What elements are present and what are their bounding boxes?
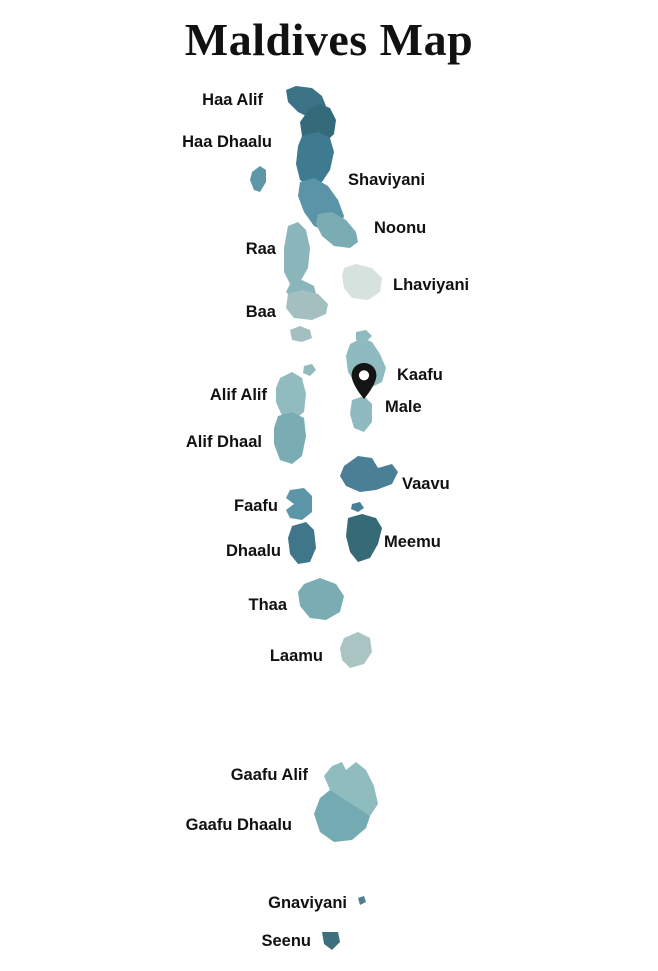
- atoll-label: Thaa: [248, 596, 287, 614]
- atoll-label: Seenu: [261, 932, 311, 950]
- atoll-shape[interactable]: [286, 488, 312, 520]
- map-pin-icon[interactable]: [350, 362, 378, 405]
- atoll-label: Baa: [245, 303, 276, 321]
- atoll-label: Shaviyani: [348, 171, 426, 189]
- atoll-label: Kaafu: [397, 366, 443, 384]
- atoll-shape[interactable]: [300, 104, 336, 142]
- atoll-shape[interactable]: [314, 790, 370, 842]
- atoll-shape[interactable]: [356, 330, 372, 342]
- atoll-shape[interactable]: [274, 412, 306, 464]
- atoll-label: Dhaalu: [225, 542, 281, 560]
- atoll-label: Noonu: [374, 219, 427, 237]
- atoll-shape[interactable]: [346, 514, 382, 562]
- atoll-label: Gaafu Alif: [230, 766, 308, 784]
- atoll-label: Lhaviyani: [393, 276, 470, 294]
- atoll-shape[interactable]: [288, 522, 316, 564]
- atoll-label: Gaafu Dhaalu: [185, 816, 292, 834]
- atoll-shape[interactable]: [316, 212, 358, 248]
- atoll-label: Vaavu: [402, 475, 450, 493]
- atoll-shape[interactable]: [324, 762, 378, 816]
- atoll-label: Laamu: [269, 647, 323, 665]
- marker-label-male: Male: [385, 398, 422, 416]
- atoll-shape[interactable]: [342, 264, 382, 300]
- atoll-shape[interactable]: [351, 502, 364, 512]
- atoll-label: Gnaviyani: [268, 894, 347, 912]
- page-title: Maldives Map: [184, 14, 474, 65]
- atoll-shape[interactable]: [340, 456, 398, 492]
- atoll-shape[interactable]: [303, 364, 316, 376]
- atoll-label: Alif Alif: [209, 386, 267, 404]
- atoll-shape[interactable]: [322, 932, 340, 950]
- atoll-label: Haa Alif: [202, 91, 263, 109]
- atoll-shape[interactable]: [340, 632, 372, 668]
- atoll-shape[interactable]: [250, 166, 266, 192]
- atoll-shape[interactable]: [358, 896, 366, 905]
- atoll-label: Alif Dhaal: [185, 433, 262, 451]
- atoll-shape[interactable]: [298, 578, 344, 620]
- atoll-shape[interactable]: [284, 222, 310, 284]
- atoll-shape[interactable]: [350, 396, 372, 432]
- atoll-label: Raa: [245, 240, 276, 258]
- atoll-shape[interactable]: [290, 326, 312, 342]
- atoll-shape[interactable]: [276, 372, 306, 420]
- atoll-label: Haa Dhaalu: [182, 133, 272, 151]
- atoll-shape[interactable]: [286, 290, 328, 320]
- atoll-label: Meemu: [384, 533, 441, 551]
- atoll-shape[interactable]: [296, 132, 334, 186]
- atoll-label: Faafu: [233, 497, 278, 515]
- atoll-shapes-group: [250, 86, 398, 950]
